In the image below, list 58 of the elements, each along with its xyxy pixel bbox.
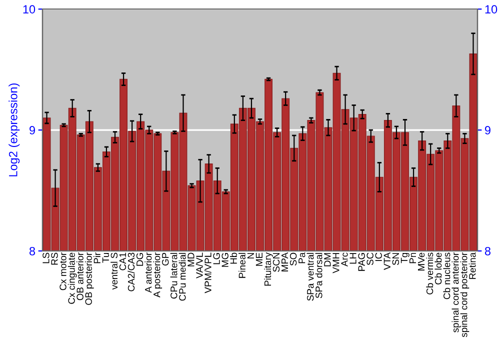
y-tick-label: 10 (23, 5, 36, 14)
x-tick-label: MVe (418, 252, 425, 270)
x-tick-label: CA2/CA3 (128, 252, 135, 292)
x-tick-label: SC (366, 252, 374, 266)
x-tick-label: Pa (298, 252, 306, 264)
x-tick-label: SPa dorsal (315, 252, 322, 298)
y2-tick-label: 9 (485, 126, 490, 134)
x-tick-label: MG (222, 253, 228, 267)
x-tick-label: GP (162, 252, 169, 266)
x-tick-label: LH (350, 253, 356, 264)
x-tick-label: Tg (400, 252, 410, 264)
y-axis-title: Log2 (expression) (8, 84, 20, 176)
x-tick-label: SN (392, 253, 400, 266)
x-tick-label: VPM/VPL (204, 252, 212, 294)
x-tick-label: A posterior (153, 252, 162, 298)
x-tick-label: SPa ventral (306, 252, 314, 301)
x-tick-label: CA1 (119, 252, 126, 270)
x-tick-label: DM (324, 253, 331, 266)
x-tick-label: LG (213, 253, 220, 264)
x-tick-label: VTA (384, 252, 390, 270)
x-tick-label: Tu (102, 252, 110, 263)
x-tick-label: Pineal (238, 252, 246, 278)
x-tick-label: PAG (358, 253, 365, 271)
x-tick-label: SO (290, 252, 297, 266)
x-tick-label: A anterior (144, 252, 152, 293)
y-tick-label: 9 (30, 126, 35, 134)
x-tick-label: Arc (341, 252, 348, 266)
x-tick-label: OB posterior (85, 252, 94, 305)
x-tick-label: Cx cingulate (68, 252, 77, 304)
y2-tick-label: 8 (484, 246, 490, 256)
x-tick-label: VMH (332, 253, 340, 274)
x-tick-label: RS (51, 252, 58, 265)
x-tick-label: MD (188, 252, 194, 266)
x-tick-label: Pn (409, 252, 416, 264)
x-tick-label: spinal cord anterior (452, 252, 461, 332)
x-tick-label: LS (42, 252, 50, 264)
x-tick-label: Pituitary (264, 252, 273, 286)
y-tick-label: 8 (30, 246, 36, 256)
x-tick-label: spinal cord posterior (460, 252, 470, 338)
x-tick-label: Pir (94, 252, 100, 264)
y2-tick-label: 10 (485, 5, 498, 14)
x-tick-label: Cb nucleus (443, 252, 450, 300)
x-tick-label: OB anterior (76, 252, 84, 300)
x-tick-label: N (247, 253, 254, 258)
x-tick-label: Retina (468, 252, 476, 279)
x-tick-label: CPu lateral (170, 252, 178, 299)
x-tick-label: Hb (230, 252, 237, 264)
x-tick-label: Cb lobe (434, 252, 442, 284)
x-tick-label: CPu medial (178, 252, 186, 301)
x-tick-label: ventral S (110, 252, 118, 290)
x-tick-label: DG (136, 253, 144, 266)
x-tick-label: Cx motor (60, 252, 66, 290)
x-tick-label: SCN (272, 253, 280, 272)
x-tick-label: MPA (282, 252, 288, 272)
x-tick-label: IC (375, 252, 382, 261)
x-tick-label: ME (256, 252, 262, 266)
x-tick-label: Cb vermis (426, 252, 434, 294)
x-tick-label: VA/VL (196, 252, 203, 278)
